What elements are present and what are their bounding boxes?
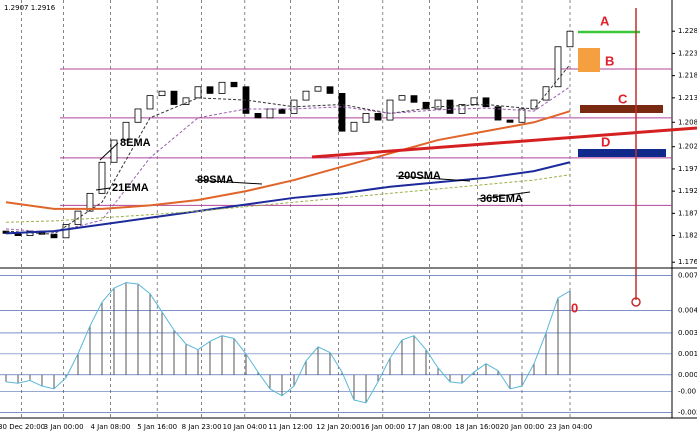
annotation-pointer (194, 179, 263, 185)
y-tick-label: 1.2080 (678, 118, 697, 126)
candle (302, 90, 310, 101)
candle (86, 192, 94, 212)
candle (326, 86, 334, 94)
candle (350, 121, 358, 132)
candle (230, 81, 238, 88)
ma-line (5, 161, 571, 235)
candle (494, 106, 502, 121)
marker-circle (631, 297, 641, 307)
candle (110, 139, 118, 163)
candle (566, 30, 574, 48)
ma-line (5, 174, 571, 223)
annotation-letter: 0 (571, 300, 578, 315)
candle (194, 86, 202, 99)
y-tick-label: -0.0027 (678, 409, 697, 417)
annotation-letter: B (605, 53, 614, 68)
y-tick-label: 1.2285 (678, 27, 697, 35)
candle (278, 108, 286, 114)
legend-label: 200SMA (398, 170, 441, 182)
x-tick-label: 18 Jan 16:00 (455, 423, 499, 431)
annotation-pointer (395, 175, 471, 182)
ma-line (5, 110, 571, 210)
ma-line (5, 64, 571, 235)
candle (434, 99, 442, 110)
candle (218, 81, 226, 94)
candle (374, 112, 382, 121)
x-tick-label: 3 Jan 00:00 (44, 423, 84, 431)
candle (122, 121, 130, 141)
candle (386, 99, 394, 121)
candle (158, 90, 166, 97)
y-tick-label: 0.0015 (678, 350, 697, 358)
candle (146, 95, 154, 110)
x-tick-label: 11 Jan 12:00 (268, 423, 312, 431)
annotation-pointer (477, 191, 531, 200)
legend-label: 8EMA (120, 137, 151, 149)
y-tick-label: 1.2185 (678, 72, 697, 80)
x-tick-label: 17 Jan 08:00 (407, 423, 451, 431)
candle (182, 97, 190, 105)
annotation-letter: A (600, 13, 610, 28)
x-tick-label: 16 Jan 00:00 (361, 423, 405, 431)
candle (362, 112, 370, 123)
candle (470, 97, 478, 105)
annotation-letter: C (618, 91, 628, 106)
annotation-letter: D (601, 134, 610, 149)
candle (266, 108, 274, 119)
x-tick-label: 10 Jan 04:00 (223, 423, 267, 431)
legend-label: 365EMA (480, 193, 523, 205)
candle (482, 97, 490, 108)
x-tick-label: 8 Jan 23:00 (182, 423, 222, 431)
y-tick-label: 1.2135 (678, 94, 697, 102)
candle (170, 90, 178, 105)
candle (410, 95, 418, 103)
candle (62, 224, 70, 239)
candle (422, 101, 430, 110)
y-tick-label: 1.2235 (678, 49, 697, 57)
marker-box (578, 48, 600, 72)
candle (254, 112, 262, 119)
candle (50, 233, 58, 239)
candle (206, 86, 214, 94)
y-tick-label: 1.1975 (678, 165, 697, 173)
y-tick-label: 1.1825 (678, 232, 697, 240)
x-tick-label: 4 Jan 08:00 (90, 423, 130, 431)
x-tick-label: 23 Jan 04:00 (548, 423, 592, 431)
legend-label: 89SMA (197, 174, 234, 186)
legend-label: 21EMA (112, 182, 149, 194)
x-tick-label: 30 Dec 20:00 (0, 423, 45, 431)
y-tick-label: 0.0000 (678, 371, 697, 379)
candle (134, 108, 142, 123)
marker-bar (580, 105, 663, 113)
candle (506, 119, 514, 123)
y-tick-label: 1.1875 (678, 209, 697, 217)
candle (554, 46, 562, 88)
trend-line (311, 126, 697, 159)
signal-line (5, 282, 571, 404)
ma-line (5, 86, 571, 233)
annotation-pointer (99, 142, 119, 161)
marker-bar (578, 149, 666, 157)
candle (530, 99, 538, 110)
y-tick-label: 1.2025 (678, 143, 697, 151)
price-header: 1.2907 1.2916 (4, 4, 56, 12)
x-tick-label: 5 Jan 16:00 (137, 423, 177, 431)
candle (518, 108, 526, 123)
candle (398, 95, 406, 101)
y-tick-label: 0.0071 (678, 272, 697, 280)
y-tick-label: 1.1925 (678, 187, 697, 195)
annotation-pointer (95, 187, 111, 191)
y-tick-label: 1.1765 (678, 258, 697, 266)
candle (98, 161, 106, 194)
candle (338, 93, 346, 132)
x-tick-label: 20 Jan 00:00 (500, 423, 544, 431)
candle (314, 86, 322, 92)
y-tick-label: 0.0046 (678, 307, 697, 315)
x-tick-label: 12 Jan 20:00 (316, 423, 360, 431)
